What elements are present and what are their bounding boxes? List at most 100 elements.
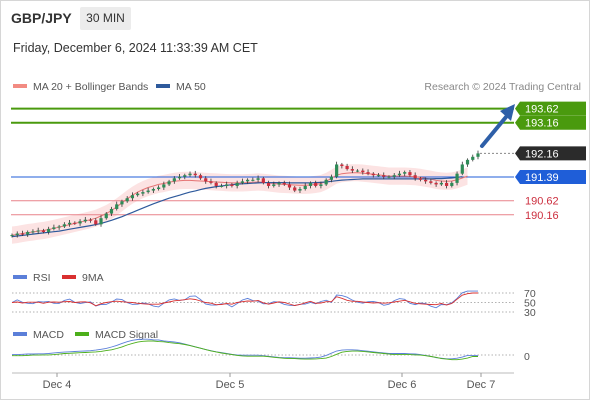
level-box-1: [515, 115, 586, 130]
candle-body: [308, 182, 313, 186]
candle-body: [130, 195, 135, 199]
candles: [10, 150, 480, 238]
candle-body: [392, 175, 396, 177]
candle-body: [424, 179, 428, 182]
candle-body: [277, 182, 281, 185]
candle-body: [120, 201, 124, 205]
level-box-3: [515, 170, 586, 185]
rsi-legend-swatch: [13, 275, 27, 279]
candle-body: [413, 175, 417, 179]
candle-body: [115, 204, 119, 209]
candle-body: [476, 153, 480, 157]
candle-body: [397, 173, 402, 176]
candle-body: [256, 178, 260, 180]
candle-body: [460, 164, 464, 174]
candle-body: [136, 193, 140, 196]
candle-body: [214, 182, 218, 186]
candle-body: [109, 208, 114, 214]
candle-body: [198, 175, 203, 179]
level-label-5: 190.16: [525, 210, 559, 222]
candle-body: [183, 175, 187, 177]
candle-body: [444, 182, 449, 186]
ma20-line: [11, 172, 468, 236]
candle-body: [376, 175, 381, 177]
candle-body: [209, 181, 213, 183]
candle-body: [246, 179, 250, 182]
candle-body: [240, 181, 244, 183]
candle-body: [167, 181, 171, 185]
candle-body: [230, 184, 234, 186]
candle-body: [88, 219, 93, 221]
candle-body: [403, 172, 407, 174]
candle-body: [157, 187, 161, 190]
rsi-legend-label: RSI: [33, 272, 51, 284]
candle-body: [219, 185, 224, 187]
macd-signal-legend-label: MACD Signal: [95, 329, 158, 341]
candle-body: [78, 221, 82, 224]
forecast-arrow-head: [500, 104, 515, 121]
rsi-ma-line: [11, 292, 478, 307]
candle-body: [57, 226, 61, 228]
credit-text: Research © 2024 Trading Central: [424, 81, 581, 93]
macd-zero-label: 0: [524, 351, 530, 363]
candle-body: [465, 159, 470, 165]
candle-body: [329, 176, 333, 180]
candle-body: [287, 184, 292, 188]
candle-body: [177, 176, 182, 179]
candle-body: [62, 224, 66, 227]
candle-body: [418, 178, 423, 180]
candle-body: [104, 213, 108, 219]
level-label-4: 190.62: [525, 196, 559, 208]
level-box-0: [515, 101, 586, 116]
candle-body: [151, 189, 155, 191]
candle-body: [350, 169, 354, 171]
candle-body: [83, 219, 87, 222]
candle-body: [345, 166, 349, 170]
candle-body: [434, 182, 438, 185]
candle-body: [382, 175, 386, 177]
candle-body: [47, 228, 51, 232]
candle-body: [361, 170, 365, 173]
candle-body: [282, 182, 286, 185]
candle-body: [26, 232, 30, 235]
rsi-ma-legend-label: 9MA: [82, 272, 104, 284]
candle-body: [125, 198, 129, 202]
candle-body: [193, 173, 197, 176]
timestamp: Friday, December 6, 2024 11:33:39 AM CET: [13, 41, 258, 55]
rsi-level-label-70: 70: [524, 288, 536, 300]
level-box-2: [515, 146, 586, 161]
chart-header: GBP/JPY 30 MIN: [0, 0, 590, 38]
macd-signal-legend-swatch: [75, 332, 89, 336]
candle-body: [52, 227, 56, 229]
candle-body: [204, 178, 208, 182]
legend-label-0: MA 20 + Bollinger Bands: [33, 81, 148, 93]
level-label-2: 192.16: [525, 148, 559, 160]
candle-body: [366, 172, 370, 174]
legend-label-1: MA 50: [176, 81, 206, 93]
candle-body: [261, 178, 265, 183]
level-label-1: 193.16: [525, 118, 559, 130]
x-tick-label-0: Dec 4: [43, 379, 72, 391]
x-tick-label-1: Dec 5: [216, 379, 245, 391]
candle-body: [67, 222, 72, 225]
candle-body: [10, 235, 14, 237]
macd-legend-swatch: [13, 332, 27, 336]
candle-body: [408, 172, 412, 176]
rsi-level-label-30: 30: [524, 307, 536, 319]
candle-body: [324, 179, 328, 185]
candle-body: [298, 189, 302, 191]
x-tick-label-2: Dec 6: [388, 379, 417, 391]
legend-swatch-0: [13, 84, 27, 88]
candle-body: [450, 182, 454, 186]
candle-body: [335, 164, 339, 177]
candle-body: [340, 164, 344, 166]
forecast-arrow: [480, 115, 508, 148]
rsi-level-label-50: 50: [524, 298, 536, 310]
candle-body: [94, 220, 98, 225]
candle-body: [36, 230, 40, 232]
candle-body: [172, 178, 176, 182]
timeframe-button[interactable]: 30 MIN: [80, 7, 131, 30]
level-label-3: 191.39: [525, 172, 559, 184]
candle-body: [429, 181, 433, 183]
